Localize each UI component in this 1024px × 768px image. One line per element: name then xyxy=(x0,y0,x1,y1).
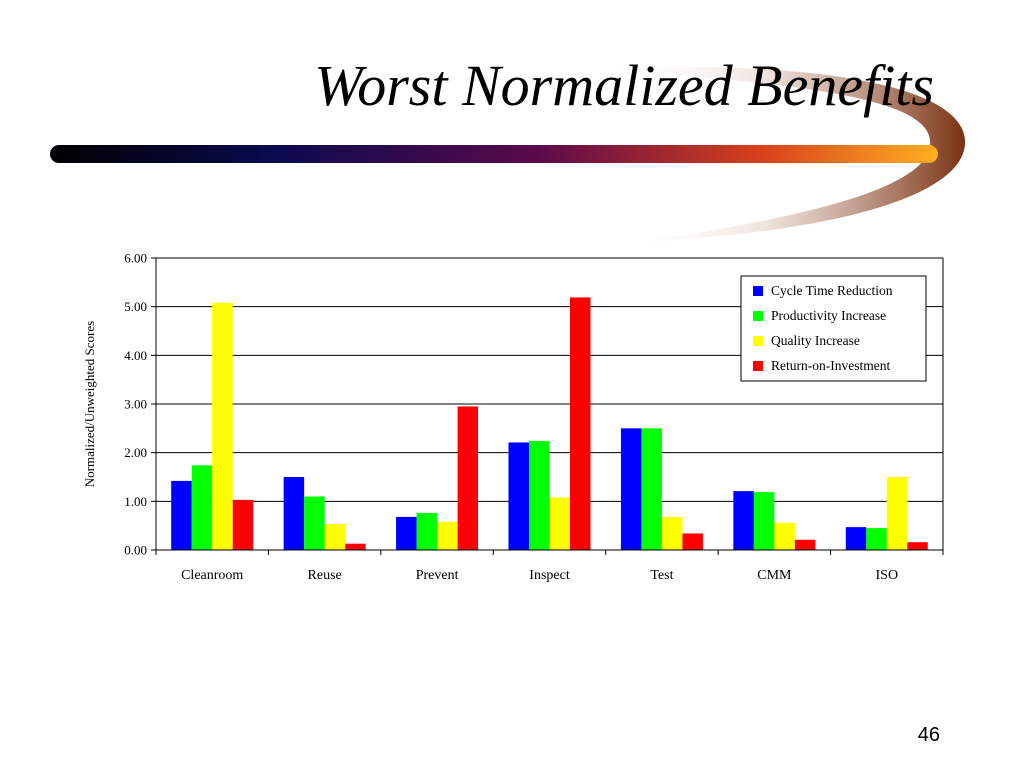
legend-box xyxy=(740,275,927,382)
y-tick-label: 5.00 xyxy=(124,299,147,314)
y-tick-label: 4.00 xyxy=(124,348,147,363)
bar-cleanroom-4 xyxy=(232,499,254,550)
legend-swatch-quality xyxy=(753,336,763,346)
x-category-label: CMM xyxy=(757,568,792,583)
bar-test-4 xyxy=(682,533,703,550)
x-category-label: Reuse xyxy=(308,568,342,583)
bar-inspect-4 xyxy=(570,297,591,550)
bar-cleanroom-1 xyxy=(171,480,192,550)
bar-iso-2 xyxy=(866,528,887,550)
bar-cmm-4 xyxy=(794,539,816,550)
gradient-bar xyxy=(50,145,938,163)
bar-prevent-3 xyxy=(437,521,458,550)
bar-prevent-4 xyxy=(457,406,479,550)
slide-title: Worst Normalized Benefits xyxy=(314,53,934,118)
x-category-label: Test xyxy=(650,568,673,583)
bar-prevent-2 xyxy=(416,513,438,550)
x-category-label: ISO xyxy=(876,568,899,583)
bar-inspect-1 xyxy=(508,442,529,550)
bar-iso-4 xyxy=(907,542,928,550)
bar-prevent-1 xyxy=(396,516,417,550)
bar-cmm-3 xyxy=(774,522,795,550)
legend-label-quality: Quality Increase xyxy=(771,333,860,348)
legend-swatch-roi xyxy=(753,361,763,371)
swoosh-decoration xyxy=(600,67,966,242)
bar-iso-1 xyxy=(845,527,867,550)
y-axis-label: Normalized/Unweighted Scores xyxy=(82,321,97,487)
bar-iso-3 xyxy=(886,477,908,550)
legend-swatch-cycle-time xyxy=(753,286,763,296)
legend-label-productivity: Productivity Increase xyxy=(771,308,886,323)
x-category-label: Prevent xyxy=(416,568,459,583)
axes: 0.00 1.00 2.00 3.00 4.00 5.00 6.00 Cleanroom Reu… xyxy=(124,251,944,583)
bar-reuse-2 xyxy=(304,496,325,550)
y-tick-label: 6.00 xyxy=(124,251,147,266)
y-tick-label: 2.00 xyxy=(124,445,147,460)
legend-label-cycle-time: Cycle Time Reduction xyxy=(771,283,893,298)
bar-cmm-1 xyxy=(733,491,754,550)
bar-test-3 xyxy=(661,516,683,550)
y-tick-label: 1.00 xyxy=(124,494,147,509)
legend: Cycle Time Reduction Productivity Increa… xyxy=(740,275,927,382)
bar-reuse-4 xyxy=(345,543,366,550)
legend-swatch-productivity xyxy=(753,311,763,321)
y-tick-label: 3.00 xyxy=(124,397,147,412)
y-tick-label: 0.00 xyxy=(124,543,147,558)
bar-inspect-2 xyxy=(529,440,550,550)
bar-reuse-1 xyxy=(283,477,305,550)
x-category-label: Inspect xyxy=(529,568,570,583)
bar-test-1 xyxy=(620,428,642,550)
bar-test-2 xyxy=(641,428,662,550)
x-category-label: Cleanroom xyxy=(181,568,243,583)
bars xyxy=(171,297,928,550)
bar-reuse-3 xyxy=(324,524,346,550)
page-number: 46 xyxy=(917,724,940,746)
legend-label-roi: Return-on-Investment xyxy=(771,358,890,373)
bar-cleanroom-3 xyxy=(212,302,233,550)
bar-cmm-2 xyxy=(753,492,775,550)
bar-cleanroom-2 xyxy=(191,465,213,550)
bar-inspect-3 xyxy=(549,497,570,550)
